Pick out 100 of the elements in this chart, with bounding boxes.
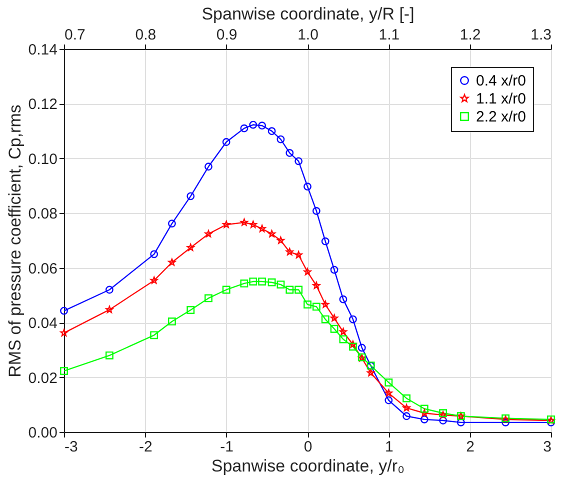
x2-tick-label: 1.2 (460, 26, 481, 44)
point (150, 331, 158, 340)
point (168, 318, 176, 326)
point (168, 258, 176, 266)
point (547, 418, 555, 426)
x2-tick-label: 1.0 (298, 26, 318, 44)
point (204, 162, 212, 171)
point (240, 279, 248, 288)
point (258, 278, 266, 286)
y-tick-label: 0.12 (28, 96, 58, 114)
point (502, 418, 510, 426)
point (304, 268, 312, 276)
point (60, 367, 68, 375)
point (106, 306, 114, 314)
point (268, 278, 276, 286)
point (276, 280, 285, 288)
y-tick-label: 0.14 (28, 42, 58, 58)
point (312, 302, 320, 311)
point (304, 300, 312, 308)
y-tick-label: 0.10 (28, 150, 58, 168)
y-axis-title: RMS of pressure coefficient, Cp,rms (5, 104, 24, 378)
point (268, 230, 276, 238)
y-tick-label: 0.04 (28, 315, 58, 332)
point (321, 237, 330, 246)
point (249, 278, 258, 286)
point (420, 415, 428, 424)
point (304, 182, 312, 191)
x-tick-label: 1 (384, 438, 394, 456)
point (222, 286, 230, 294)
point (358, 344, 366, 352)
y-tick-label: 0.08 (28, 206, 58, 223)
point (60, 329, 68, 336)
x2-tick-label: 0.8 (135, 26, 156, 44)
point (186, 244, 194, 251)
x-axis-title: Spanwise coordinate, y/r₀ (211, 456, 405, 476)
point (258, 224, 266, 232)
point (312, 207, 320, 215)
point (420, 409, 428, 416)
point (186, 306, 195, 314)
point (402, 412, 410, 420)
x-tick-label: 2 (466, 438, 475, 456)
point (106, 286, 114, 294)
x2-tick-label: 1.3 (530, 26, 552, 44)
point (367, 368, 375, 376)
x2-tick-label: 0.9 (216, 26, 238, 44)
point (222, 220, 230, 228)
x2-tick-label: 1.1 (378, 26, 400, 44)
x-tick-label: -3 (64, 438, 78, 456)
x-tick-label: -2 (138, 438, 152, 456)
point (294, 157, 303, 166)
point (286, 248, 294, 256)
point (276, 236, 285, 244)
y-tick-label: 0.02 (28, 370, 58, 387)
legend-label: 2.2 x/r0 (476, 108, 526, 126)
point (286, 286, 294, 294)
point (312, 282, 320, 289)
point (349, 340, 357, 348)
point (456, 418, 465, 426)
point (268, 127, 276, 136)
point (249, 120, 258, 129)
point (339, 295, 348, 304)
point (384, 389, 392, 396)
x2-axis-title: Spanwise coordinate, y/R [-] (202, 4, 414, 24)
x2-tick-label: 0.7 (64, 26, 86, 44)
point (439, 416, 447, 424)
point (186, 192, 195, 200)
legend-label: 0.4 x/r0 (476, 72, 526, 90)
point (349, 342, 357, 351)
point (286, 149, 294, 157)
point (204, 294, 212, 302)
legend-label: 1.1 x/r0 (476, 90, 526, 108)
point (384, 396, 393, 404)
point (322, 300, 330, 308)
point (420, 404, 428, 413)
point (258, 122, 266, 130)
point (349, 315, 357, 324)
point (294, 286, 303, 294)
point (150, 276, 158, 284)
x-tick-label: 3 (543, 438, 552, 456)
point (339, 328, 348, 336)
point (222, 138, 230, 146)
point (60, 306, 68, 315)
y-tick-label: 0.06 (28, 260, 58, 278)
x-tick-label: -1 (220, 438, 234, 456)
point (204, 230, 212, 238)
point (106, 351, 114, 360)
point (330, 266, 338, 274)
point (240, 218, 248, 226)
point (150, 250, 158, 258)
point (402, 394, 410, 402)
point (330, 314, 338, 322)
point (249, 220, 257, 228)
point (294, 251, 302, 258)
x-tick-label: 0 (304, 438, 312, 456)
point (384, 378, 393, 386)
point (168, 220, 176, 228)
y-tick-label: 0.00 (28, 424, 58, 442)
point (339, 335, 348, 344)
point (276, 135, 285, 144)
point (321, 315, 330, 324)
